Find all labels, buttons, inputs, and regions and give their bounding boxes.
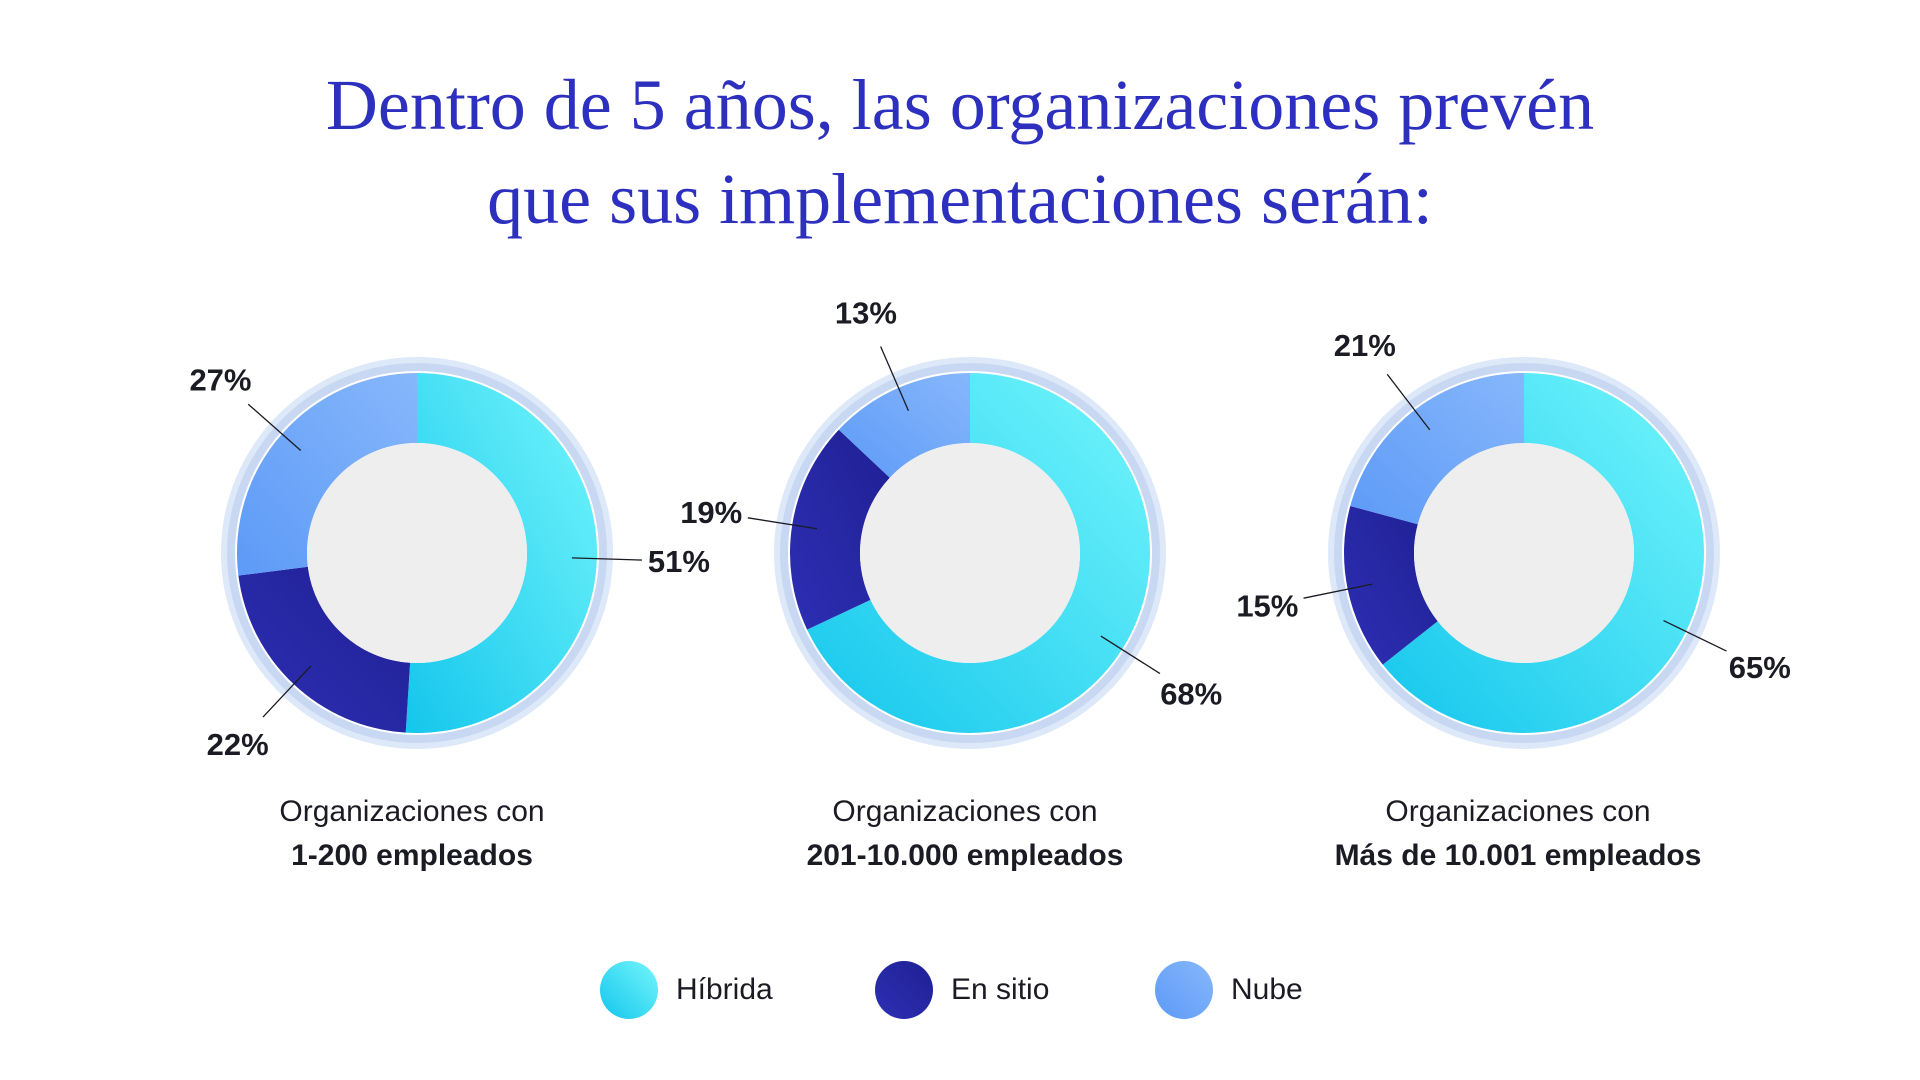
- donut-hole: [1414, 443, 1634, 663]
- donut-slice-en-sitio: [1343, 505, 1438, 665]
- leader-line-en-sitio: [262, 665, 312, 718]
- legend-item-en-sitio: En sitio: [875, 960, 1049, 1020]
- legend-label-en-sitio: En sitio: [951, 973, 1050, 1006]
- donut-slice-hibrida: [807, 373, 1150, 733]
- donut-slice-hibrida: [405, 373, 597, 734]
- caption-large-orgs-line2: Más de 10.001 empleados: [1334, 839, 1702, 872]
- leader-line-hibrida: [1100, 635, 1161, 675]
- donut-hole: [860, 443, 1080, 663]
- percent-label-nube: 27%: [189, 363, 251, 398]
- leader-line-nube: [880, 346, 910, 412]
- leader-line-nube: [1386, 373, 1431, 431]
- donut-chart-small-orgs: 51% 22% 27%: [189, 357, 710, 762]
- chart-legend: Híbrida En sitio Nube: [0, 960, 1920, 1020]
- legend-item-nube: Nube: [1155, 960, 1303, 1020]
- donut-slice-nube: [838, 373, 970, 478]
- donut-chart-medium-orgs: 68% 19% 13%: [680, 296, 1222, 749]
- leader-line-nube: [247, 403, 302, 451]
- legend-swatch-nube: [1155, 961, 1213, 1019]
- legend-label-nube: Nube: [1231, 973, 1303, 1006]
- chart-title: Dentro de 5 años, las organizaciones pre…: [0, 58, 1920, 246]
- percent-label-hibrida: 65%: [1729, 650, 1791, 685]
- caption-medium-orgs-line1: Organizaciones con: [832, 795, 1098, 828]
- leader-line-en-sitio: [747, 517, 818, 530]
- percent-label-hibrida: 51%: [648, 544, 710, 579]
- donut-slice-nube: [236, 373, 417, 576]
- legend-swatch-hibrida: [600, 961, 658, 1019]
- percent-label-en-sitio: 19%: [680, 495, 742, 530]
- donut-chart-large-orgs: 65% 15% 21%: [1236, 328, 1791, 749]
- caption-large-orgs-line1: Organizaciones con: [1385, 795, 1651, 828]
- leader-line-hibrida: [571, 557, 642, 561]
- caption-medium-orgs: Organizaciones con 201-10.000 empleados: [725, 790, 1205, 878]
- caption-large-orgs: Organizaciones con Más de 10.001 emplead…: [1278, 790, 1758, 878]
- percent-label-nube: 13%: [835, 296, 897, 331]
- donut-slice-nube: [1350, 373, 1524, 525]
- leader-line-hibrida: [1663, 619, 1727, 652]
- percent-label-nube: 21%: [1334, 328, 1396, 363]
- caption-medium-orgs-line2: 201-10.000 empleados: [806, 839, 1124, 872]
- donut-hole: [307, 443, 527, 663]
- caption-small-orgs: Organizaciones con 1-200 empleados: [172, 790, 652, 878]
- chart-title-line2: que sus implementaciones serán:: [487, 159, 1433, 239]
- legend-swatch-en-sitio: [875, 961, 933, 1019]
- legend-item-hibrida: Híbrida: [600, 960, 773, 1020]
- caption-small-orgs-line1: Organizaciones con: [279, 795, 545, 828]
- percent-label-en-sitio: 15%: [1236, 589, 1298, 624]
- chart-title-line1: Dentro de 5 años, las organizaciones pre…: [325, 65, 1595, 145]
- leader-line-en-sitio: [1303, 583, 1373, 599]
- donut-slice-en-sitio: [789, 429, 890, 630]
- percent-label-en-sitio: 22%: [207, 727, 269, 762]
- donut-slice-en-sitio: [238, 566, 411, 733]
- legend-label-hibrida: Híbrida: [676, 973, 773, 1006]
- percent-label-hibrida: 68%: [1160, 676, 1222, 711]
- caption-small-orgs-line2: 1-200 empleados: [291, 839, 533, 872]
- donut-slice-hibrida: [1382, 373, 1704, 733]
